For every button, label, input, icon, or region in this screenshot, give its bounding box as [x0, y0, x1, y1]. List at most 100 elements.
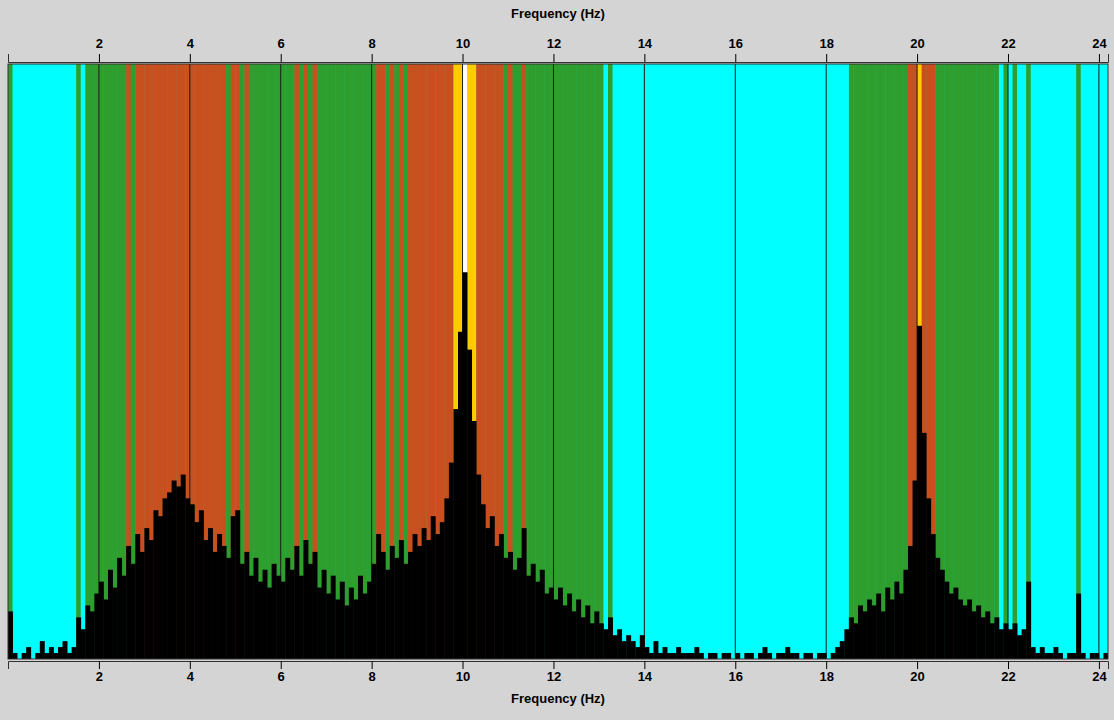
- tick-mark: [644, 661, 645, 669]
- spectrum-band: [767, 64, 772, 659]
- spectrum-band: [772, 64, 777, 659]
- axis-title: Frequency (Hz): [511, 691, 605, 706]
- spectrum-band: [381, 64, 386, 659]
- bar: [267, 588, 272, 659]
- spectrum-band: [1063, 64, 1068, 659]
- bar: [644, 647, 649, 659]
- bar: [872, 605, 877, 659]
- bar: [767, 653, 772, 659]
- tick-label: 14: [638, 36, 653, 51]
- bar: [513, 570, 518, 659]
- bar: [353, 600, 358, 660]
- bar: [526, 576, 531, 659]
- bar: [540, 570, 545, 659]
- bar: [1017, 635, 1022, 659]
- spectrum-band: [467, 64, 472, 659]
- spectrum-band: [217, 64, 222, 659]
- tick-mark: [553, 661, 554, 669]
- bar: [899, 594, 904, 659]
- spectrum-band: [1090, 64, 1095, 659]
- bar: [208, 528, 213, 659]
- spectrum-band: [194, 64, 199, 659]
- tick-label: 12: [547, 36, 561, 51]
- tick-mark: [372, 54, 373, 62]
- spectrum-band: [22, 64, 27, 659]
- bar: [613, 635, 618, 659]
- tick-mark: [190, 54, 191, 62]
- bar: [544, 594, 549, 659]
- grid-line: [1098, 64, 1099, 659]
- spectrum-band: [958, 64, 963, 659]
- spectrum-band: [90, 64, 95, 659]
- spectrum-band: [685, 64, 690, 659]
- spectrum-band: [876, 64, 881, 659]
- bar: [449, 463, 454, 659]
- bar: [631, 641, 636, 659]
- spectrum-band: [326, 64, 331, 659]
- chart: 2468101214161820222424681012141618202224…: [0, 0, 1114, 720]
- spectrum-band: [926, 64, 931, 659]
- spectrum-band: [990, 64, 995, 659]
- bar: [44, 653, 49, 659]
- spectrum-band: [967, 64, 972, 659]
- spectrum-band: [663, 64, 668, 659]
- spectrum-band: [403, 64, 408, 659]
- spectrum-band: [626, 64, 631, 659]
- spectrum-band: [1035, 64, 1040, 659]
- bar: [499, 534, 504, 659]
- bar: [172, 481, 177, 660]
- spectrum-band: [453, 64, 458, 659]
- spectrum-band: [913, 64, 918, 659]
- bar: [213, 552, 218, 659]
- bar: [463, 272, 468, 659]
- bar: [803, 653, 808, 659]
- spectrum-band: [753, 64, 758, 659]
- spectrum-band: [858, 64, 863, 659]
- bar: [608, 617, 613, 659]
- spectrum-band: [358, 64, 363, 659]
- spectrum-band: [540, 64, 545, 659]
- spectrum-band: [653, 64, 658, 659]
- bar: [444, 498, 449, 659]
- bar: [472, 421, 477, 659]
- spectrum-band: [172, 64, 177, 659]
- spectrum-band: [831, 64, 836, 659]
- bar: [1103, 653, 1108, 659]
- bar: [749, 653, 754, 659]
- plot-frame: [8, 64, 1108, 659]
- bar: [885, 588, 890, 659]
- bar: [281, 582, 286, 659]
- bar: [1058, 653, 1063, 659]
- tick: 2: [96, 661, 103, 684]
- spectrum-band: [472, 64, 477, 659]
- tick-mark: [463, 661, 464, 669]
- spectrum-band: [494, 64, 499, 659]
- spectrum-band: [49, 64, 54, 659]
- spectrum-band: [608, 64, 613, 659]
- bar: [858, 605, 863, 659]
- tick: 2: [96, 36, 103, 62]
- spectrum-band: [431, 64, 436, 659]
- bar: [903, 570, 908, 659]
- spectrum-band: [1053, 64, 1058, 659]
- bar: [935, 558, 940, 659]
- bar: [85, 605, 90, 659]
- spectrum-band: [244, 64, 249, 659]
- bar: [108, 570, 113, 659]
- spectrum-band: [440, 64, 445, 659]
- tick: 6: [278, 661, 285, 684]
- bar: [485, 528, 490, 659]
- spectrum-band: [72, 64, 77, 659]
- bar: [522, 528, 527, 659]
- spectrum-band: [531, 64, 536, 659]
- tick-mark: [917, 54, 918, 62]
- spectrum-band: [703, 64, 708, 659]
- bar: [417, 546, 422, 659]
- spectrum-band: [1099, 64, 1104, 659]
- spectrum-band: [881, 64, 886, 659]
- spectrum-band: [363, 64, 368, 659]
- spectrum-band: [67, 64, 72, 659]
- tick: 14: [638, 661, 653, 684]
- spectrum-band: [131, 64, 136, 659]
- bar: [1090, 653, 1095, 659]
